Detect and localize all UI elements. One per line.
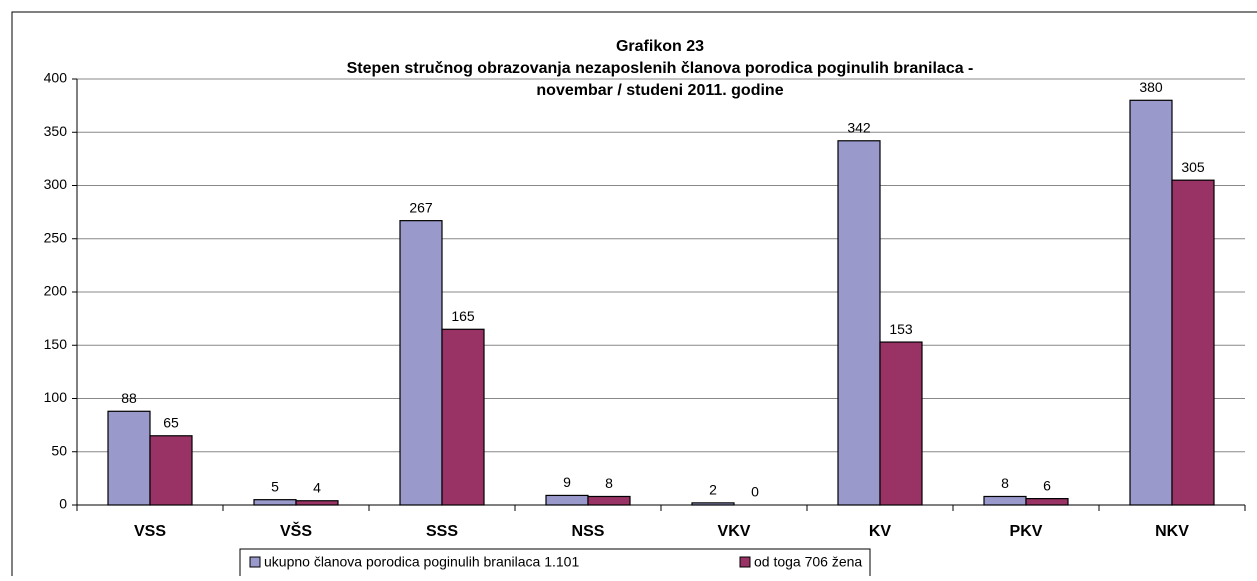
value-label: 88	[121, 390, 137, 406]
value-label: 165	[451, 308, 475, 324]
y-tick-label: 150	[44, 336, 68, 352]
bar	[399, 220, 443, 506]
x-tick-label: KV	[869, 523, 892, 540]
bar	[441, 328, 485, 506]
chart-title: Grafikon 23	[615, 38, 705, 55]
value-label: 380	[1139, 79, 1163, 95]
legend-swatch	[739, 556, 751, 568]
bar	[545, 494, 589, 506]
y-tick-label: 0	[59, 496, 67, 512]
x-tick-label: VSS	[134, 523, 166, 540]
bar	[1171, 179, 1215, 506]
value-label: 0	[751, 484, 759, 500]
x-tick-label: NSS	[572, 523, 605, 540]
bar	[295, 500, 339, 506]
titles: Grafikon 23 Stepen stručnog obrazovanja …	[340, 36, 980, 102]
value-label: 65	[163, 414, 179, 430]
bar	[879, 341, 923, 506]
bar	[253, 499, 297, 506]
bar	[1025, 498, 1069, 506]
value-label: 267	[409, 199, 433, 215]
value-label: 342	[847, 119, 871, 135]
bar	[149, 435, 193, 506]
chart-subtitle: Stepen stručnog obrazovanja nezaposlenih…	[346, 60, 974, 99]
x-tick-label: NKV	[1155, 523, 1189, 540]
x-tick-label: PKV	[1010, 523, 1043, 540]
bar	[983, 495, 1027, 506]
value-label: 4	[313, 479, 321, 495]
y-tick-label: 300	[44, 176, 68, 192]
x-tick-label: VŠS	[280, 521, 312, 540]
bar	[1129, 99, 1173, 506]
frame	[11, 11, 1257, 581]
y-tick-label: 50	[51, 442, 67, 458]
bar	[587, 495, 631, 506]
value-label: 8	[605, 475, 613, 491]
legend-label: od toga 706 žena	[754, 554, 862, 570]
value-label: 9	[563, 474, 571, 490]
y-tick-label: 100	[44, 389, 68, 405]
value-label: 153	[889, 321, 913, 337]
value-label: 5	[271, 478, 279, 494]
y-tick-label: 250	[44, 229, 68, 245]
value-label: 6	[1043, 477, 1051, 493]
value-label: 8	[1001, 475, 1009, 491]
x-tick-label: VKV	[718, 523, 751, 540]
y-tick-label: 350	[44, 123, 68, 139]
y-tick-label: 200	[44, 283, 68, 299]
value-label: 2	[709, 482, 717, 498]
bar	[107, 410, 151, 506]
x-tick-label: SSS	[426, 523, 458, 540]
legend-swatch	[249, 556, 261, 568]
value-label: 305	[1181, 159, 1205, 175]
y-tick-label: 400	[44, 70, 68, 86]
legend-label: ukupno članova porodica poginulih branil…	[264, 554, 579, 570]
bar	[837, 140, 881, 506]
